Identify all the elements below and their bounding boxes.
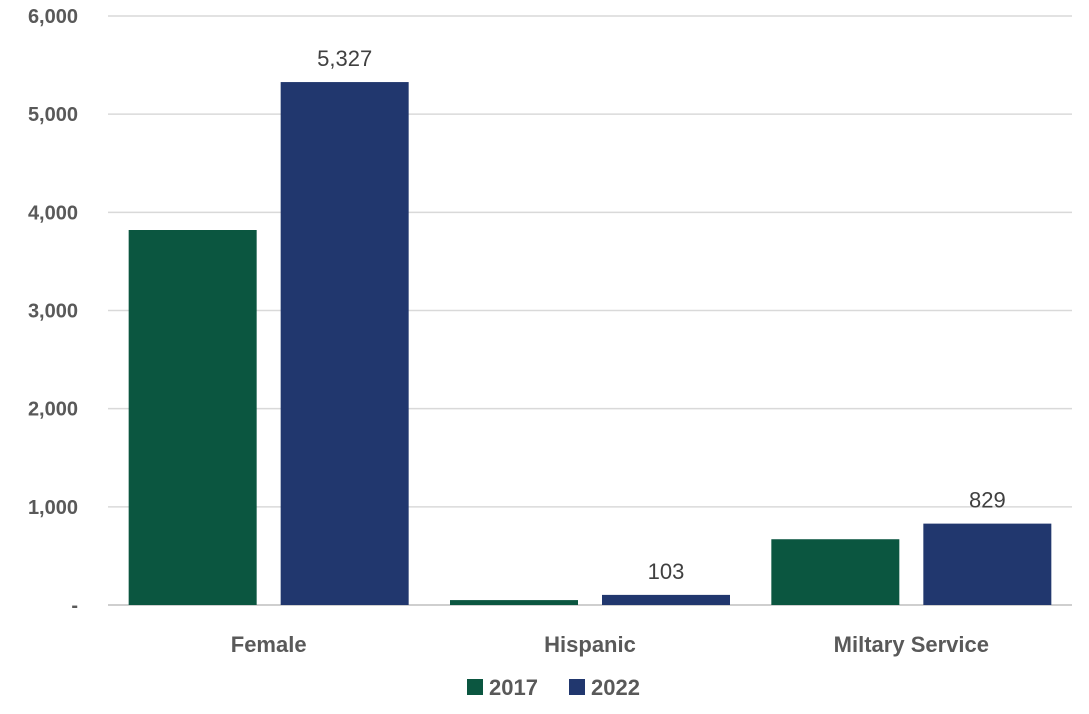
x-tick-label: Female: [231, 632, 307, 657]
data-label: 103: [648, 559, 685, 584]
y-axis: - 1,000 2,000 3,000 4,000 5,000 6,000: [28, 6, 78, 617]
data-label: 5,327: [317, 46, 372, 71]
y-tick-label: 4,000: [28, 202, 78, 224]
legend-label: 2017: [489, 675, 538, 700]
bar-2017-miltary-service: [771, 539, 900, 605]
y-tick-label: 6,000: [28, 6, 78, 28]
legend-swatch: [467, 679, 483, 695]
bar-2022-miltary-service: [923, 523, 1052, 605]
data-labels: 5,327 103 829: [317, 46, 1006, 584]
y-tick-label: 3,000: [28, 301, 78, 323]
x-tick-label: Hispanic: [544, 632, 636, 657]
legend-swatch: [569, 679, 585, 695]
y-tick-label: 2,000: [28, 399, 78, 421]
bars: [128, 82, 1052, 606]
legend-label: 2022: [591, 675, 640, 700]
y-tick-label: 5,000: [28, 104, 78, 126]
x-axis: Female Hispanic Miltary Service: [231, 632, 989, 657]
data-label: 829: [969, 488, 1006, 513]
bar-2022-female: [280, 82, 409, 606]
bar-2017-hispanic: [450, 600, 578, 605]
x-tick-label: Miltary Service: [834, 632, 989, 657]
bar-2022-hispanic: [602, 594, 730, 605]
legend: 2017 2022: [467, 675, 640, 700]
gridlines: [108, 15, 1072, 606]
bar-2017-female: [128, 230, 257, 605]
y-tick-label: 1,000: [28, 497, 78, 519]
y-tick-label: -: [71, 595, 78, 617]
